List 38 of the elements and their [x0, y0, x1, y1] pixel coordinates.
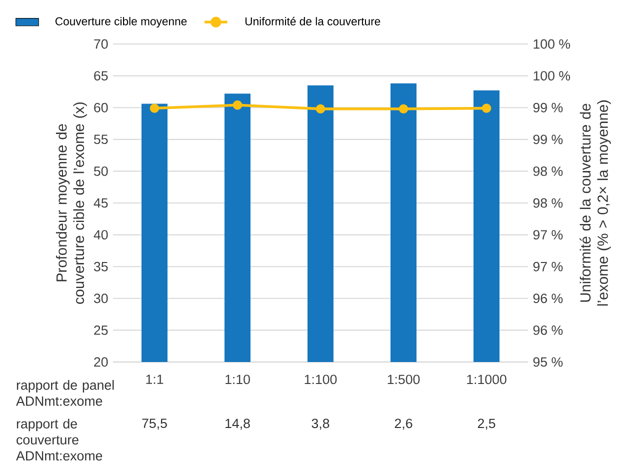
y2-tick-label: 98 % [533, 198, 563, 208]
y-tick-label: 65 [94, 71, 108, 81]
y-tick-label: 70 [94, 39, 108, 49]
y2-axis-title: Uniformité de la couverture de l’exome (% > 0,2× la moyenne) [580, 100, 611, 306]
x-tick-label: 1:1000 [467, 374, 506, 384]
y-tick-label: 45 [94, 198, 108, 208]
text: 2,5 [478, 418, 496, 430]
y2-tick-label: 99 % [533, 134, 563, 144]
y2-tick-label: 100 % [534, 39, 570, 49]
text: 14,8 [226, 418, 250, 430]
y-tick-label: 20 [94, 357, 108, 367]
y-tick-label: 50 [94, 166, 108, 176]
x-tick-label: 1:10 [226, 374, 250, 384]
text: 75,5 [142, 418, 167, 430]
legend-label: Uniformité de la couverture [245, 16, 380, 26]
y2-tick-label: 98 % [533, 166, 563, 176]
x-tick-label: 1:1 [146, 374, 164, 384]
y2-tick-label: 96 % [533, 294, 563, 304]
y2-tick-label: 97 % [533, 262, 563, 272]
y-tick-label: 35 [94, 262, 108, 272]
y2-tick-label: 100 % [534, 71, 570, 81]
legend-label: Couverture cible moyenne [55, 16, 187, 28]
y-tick-label: 25 [94, 325, 108, 335]
x-tick-label: 1:100 [304, 374, 337, 384]
y-tick-label: 30 [94, 294, 108, 304]
text: rapport de couverture ADNmt:exome [16, 418, 102, 460]
y2-tick-label: 95 % [533, 357, 563, 367]
x-axis-title: rapport de panel ADNmt:exome [16, 380, 114, 406]
y-tick-label: 60 [94, 102, 108, 112]
x-tick-label: 1:500 [388, 374, 420, 384]
y-axis-title: Profondeur moyenne de couverture cible de l’exome (x) [56, 102, 87, 304]
text: 3,8 [312, 418, 330, 430]
y2-tick-label: 96 % [533, 325, 563, 335]
y-tick-label: 55 [94, 134, 108, 144]
text: 2,6 [394, 418, 412, 430]
y2-tick-label: 97 % [533, 230, 563, 240]
y2-tick-label: 99 % [533, 102, 563, 112]
y-tick-label: 40 [94, 230, 108, 240]
